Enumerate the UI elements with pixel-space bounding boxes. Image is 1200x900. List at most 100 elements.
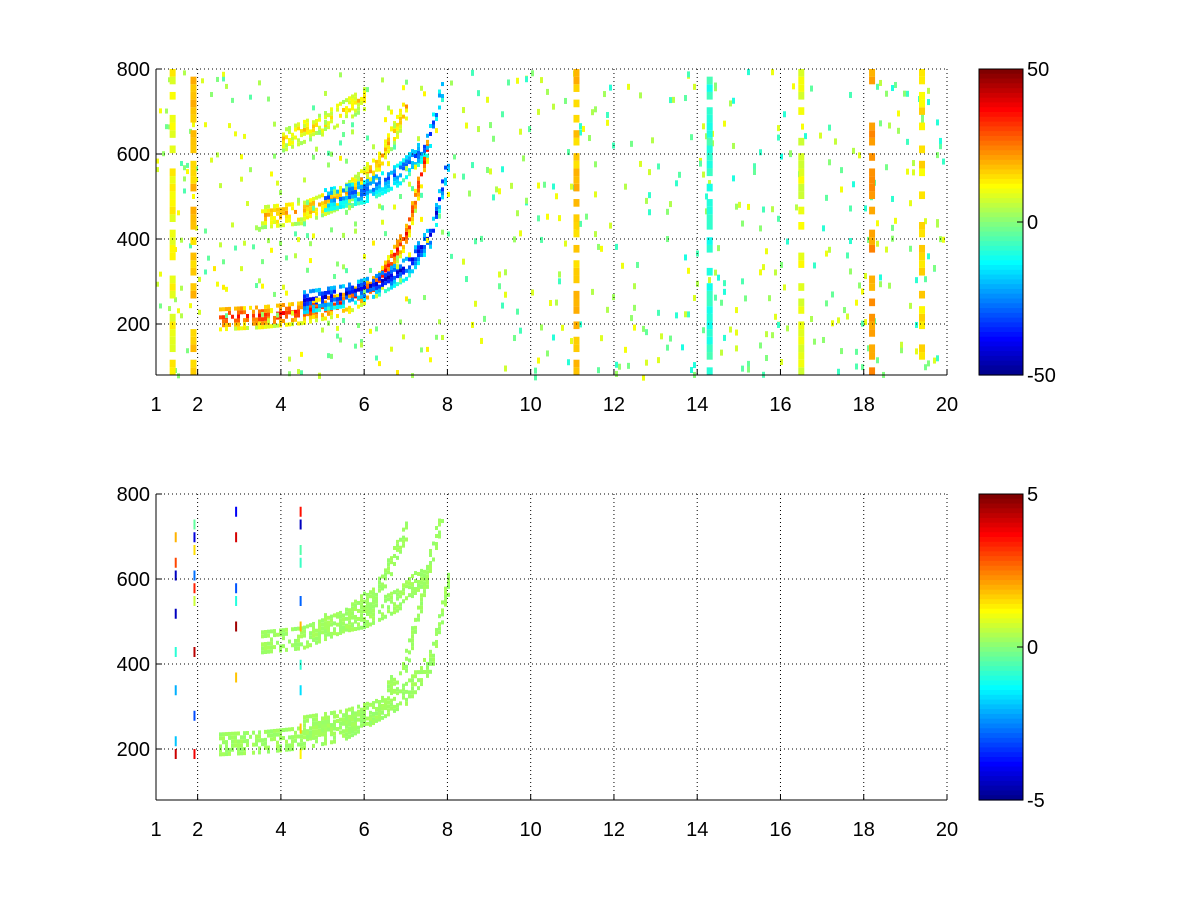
heatmap-cell xyxy=(378,717,381,722)
heatmap-cell xyxy=(426,584,429,589)
heatmap-cell xyxy=(390,599,393,604)
heatmap-cell xyxy=(306,203,309,208)
heatmap-cell xyxy=(360,184,363,189)
heatmap-cell xyxy=(438,530,441,535)
heatmap-cell xyxy=(210,91,213,97)
heatmap-stripe-cell xyxy=(190,76,197,85)
heatmap-cell xyxy=(240,747,243,752)
heatmap-cell xyxy=(447,592,450,597)
heatmap-cell xyxy=(351,129,354,135)
heatmap-cell xyxy=(402,266,405,271)
heatmap-cell xyxy=(381,153,384,158)
heatmap-cell xyxy=(687,311,690,318)
heatmap-cell xyxy=(360,598,363,603)
heatmap-cell xyxy=(420,151,423,156)
heatmap-cell xyxy=(393,141,396,146)
heatmap-cell xyxy=(891,85,894,92)
heatmap-cell xyxy=(342,204,345,209)
heatmap-cell xyxy=(402,587,405,592)
heatmap-cell xyxy=(369,614,372,619)
heatmap-cell xyxy=(342,200,345,205)
heatmap-cell xyxy=(267,324,270,329)
heatmap-cell xyxy=(297,313,300,318)
heatmap-cell xyxy=(261,309,264,314)
heatmap-cell xyxy=(390,683,393,688)
heatmap-cell xyxy=(447,572,450,577)
heatmap-cell xyxy=(264,641,267,646)
heatmap-cell xyxy=(327,632,330,637)
heatmap-cell xyxy=(357,729,360,734)
heatmap-cell xyxy=(429,240,432,245)
colorbar-swatch xyxy=(979,312,1023,319)
heatmap-cell xyxy=(534,367,537,374)
heatmap-cell xyxy=(339,284,342,289)
heatmap-stripe-cell xyxy=(706,352,713,360)
heatmap-cell xyxy=(381,695,384,700)
heatmap-cell xyxy=(210,157,213,163)
colorbar-swatch xyxy=(979,202,1023,209)
heatmap-stripe-cell xyxy=(798,222,805,230)
heatmap-cell xyxy=(372,604,375,609)
heatmap-cell xyxy=(624,346,627,353)
heatmap-cell xyxy=(405,580,408,585)
heatmap-cell xyxy=(384,702,387,707)
heatmap-cell xyxy=(942,236,945,243)
heatmap-cell xyxy=(546,350,549,357)
heatmap-cell xyxy=(399,173,402,178)
heatmap-cell xyxy=(345,158,348,164)
heatmap-cell xyxy=(360,181,363,186)
heatmap-cell xyxy=(378,176,381,181)
heatmap-cell xyxy=(267,641,270,646)
heatmap-spike xyxy=(174,647,177,657)
heatmap-cell xyxy=(357,616,360,621)
heatmap-cell xyxy=(306,126,309,131)
heatmap-cell xyxy=(315,628,318,633)
heatmap-cell xyxy=(435,526,438,531)
heatmap-cell xyxy=(327,203,330,208)
heatmap-cell xyxy=(402,683,405,688)
heatmap-cell xyxy=(366,283,369,288)
heatmap-cell xyxy=(330,115,333,120)
heatmap-stripe-cell xyxy=(869,130,876,138)
heatmap-cell xyxy=(381,612,384,617)
heatmap-stripe-cell xyxy=(706,206,713,215)
heatmap-cell xyxy=(402,245,405,250)
heatmap-cell xyxy=(372,620,375,625)
heatmap-cell xyxy=(237,743,240,748)
heatmap-cell xyxy=(429,560,432,565)
heatmap-cell xyxy=(372,278,375,283)
heatmap-cell xyxy=(417,253,420,258)
heatmap-cell xyxy=(402,591,405,596)
heatmap-cell xyxy=(765,331,768,338)
heatmap-cell xyxy=(231,739,234,744)
heatmap-stripe-cell xyxy=(919,290,926,299)
heatmap-cell xyxy=(294,734,297,739)
heatmap-cell xyxy=(246,730,249,735)
heatmap-cell xyxy=(390,170,393,175)
heatmap-cell xyxy=(360,338,363,344)
heatmap-cell xyxy=(354,599,357,604)
heatmap-cell xyxy=(411,590,414,595)
heatmap-cell xyxy=(387,275,390,280)
heatmap-cell xyxy=(285,647,288,652)
heatmap-stripe-cell xyxy=(169,122,176,131)
heatmap-cell xyxy=(714,294,717,301)
heatmap-cell xyxy=(390,675,393,680)
heatmap-cell xyxy=(336,301,339,306)
heatmap-cell xyxy=(330,731,333,736)
heatmap-cell xyxy=(342,132,345,138)
heatmap-cell xyxy=(231,97,234,103)
heatmap-cell xyxy=(378,188,381,193)
heatmap-cell xyxy=(462,258,465,265)
heatmap-cell xyxy=(387,263,390,268)
heatmap-cell xyxy=(906,138,909,145)
heatmap-cell xyxy=(378,284,381,289)
heatmap-cell xyxy=(429,143,432,148)
x-tick-label: 12 xyxy=(603,819,625,841)
heatmap-cell xyxy=(399,272,402,277)
heatmap-stripe-cell xyxy=(573,298,580,307)
heatmap-cell xyxy=(408,229,411,234)
heatmap-cell xyxy=(417,686,420,691)
heatmap-cell xyxy=(306,122,309,127)
heatmap-cell xyxy=(426,145,429,150)
